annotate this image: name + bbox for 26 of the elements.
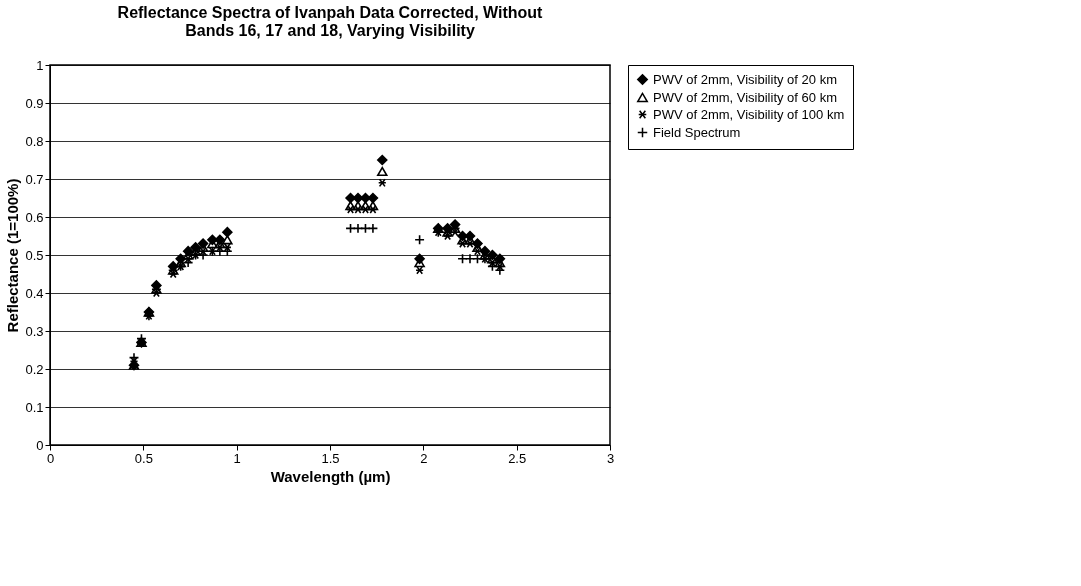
y-axis-title: Reflectance (1=100%) (4, 178, 22, 333)
text: Reflectance Spectra of Ivanpah Data Corrected, Without (117, 4, 543, 21)
legend-label: PWV of 2mm, Visibility of 60 km (653, 89, 837, 105)
y-tick-label: 0.2 (25, 361, 44, 377)
y-tick-label: 0.3 (25, 323, 44, 339)
x-axis-title: Wavelength (µm) (270, 467, 391, 485)
x-tick-label: 0.5 (134, 450, 153, 466)
y-tick-label: 0.1 (25, 399, 44, 415)
y-tick-label: 0.5 (25, 247, 44, 263)
y-tick-label: 1 (36, 57, 44, 73)
text: Bands 16, 17 and 18, Varying Visibility (185, 22, 475, 39)
legend-label: Field Spectrum (653, 124, 741, 140)
y-tick-label: 0.4 (25, 285, 44, 301)
x-tick-label: 2.5 (508, 450, 527, 466)
x-tick-label: 0 (46, 450, 55, 466)
y-tick-label: 0 (36, 437, 44, 453)
legend-label: PWV of 2mm, Visibility of 100 km (653, 106, 845, 122)
x-tick-label: 3 (606, 450, 615, 466)
x-tick-label: 1 (233, 450, 241, 466)
x-tick-label: 1.5 (321, 450, 340, 466)
legend-label: PWV of 2mm, Visibility of 20 km (653, 71, 837, 87)
y-tick-label: 0.8 (25, 133, 44, 149)
y-tick-label: 0.9 (25, 95, 44, 111)
y-tick-label: 0.6 (25, 209, 44, 225)
x-tick-label: 2 (420, 450, 428, 466)
y-tick-label: 0.7 (25, 171, 44, 187)
